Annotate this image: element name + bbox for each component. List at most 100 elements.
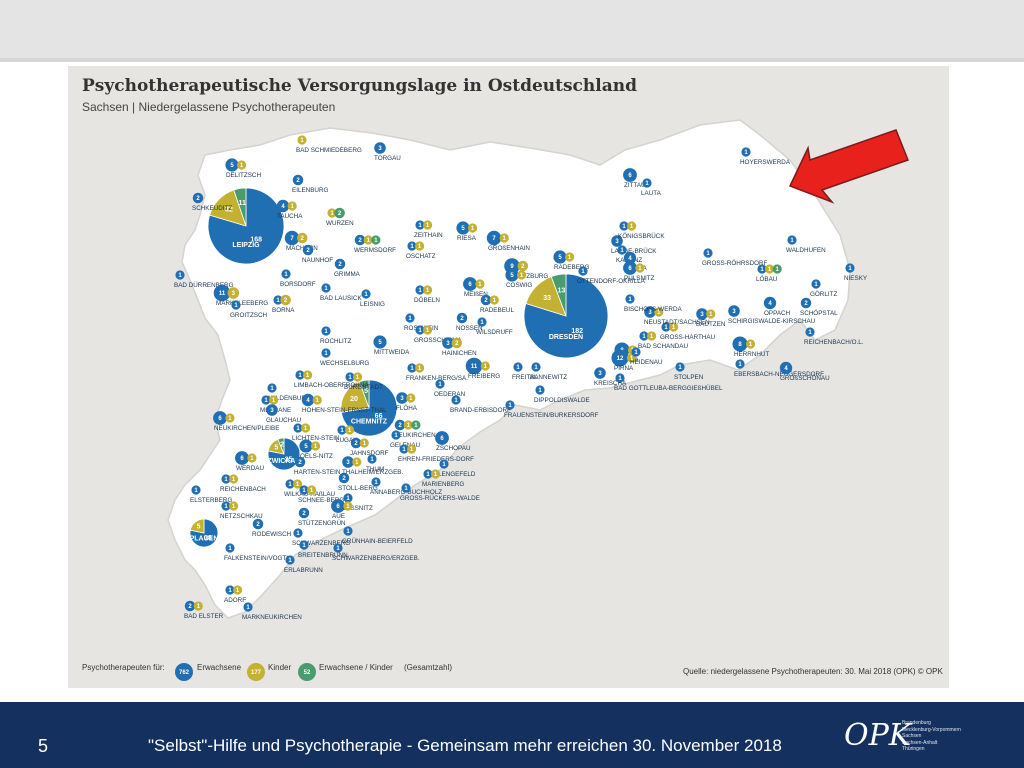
place-marker-value: 2 — [358, 238, 362, 244]
page-number: 5 — [38, 736, 49, 756]
place-marker-value: 1 — [355, 460, 359, 466]
place-marker-value: 5 — [510, 273, 514, 279]
place-marker-value: 1 — [314, 444, 318, 450]
place-marker — [465, 357, 483, 375]
slide-top-band — [0, 0, 1024, 58]
place-name-label: NEUKIRCHEN/PLEIBE — [214, 425, 279, 432]
place-marker-value: 1 — [622, 224, 626, 230]
place-marker — [213, 284, 231, 302]
place-marker-value: 1 — [272, 398, 276, 404]
place-marker-value: 2 — [296, 178, 300, 184]
place-name-label: DIPPOLDISWALDE — [534, 397, 590, 404]
place-marker — [411, 420, 421, 430]
legend-both-label: Erwachsene / Kinder — [319, 663, 393, 672]
place-marker-value: 1 — [484, 364, 488, 370]
place-name-label: BORSDORF — [280, 281, 316, 288]
place-marker — [229, 501, 239, 511]
place-marker-value: 11 — [219, 291, 226, 297]
place-name-label: LIMBACH-OBERFROHNA — [294, 382, 369, 389]
place-name-label: GROSS-RÜCKERS-WALDE — [400, 494, 480, 502]
city-name-label: PLAUEN — [190, 536, 219, 543]
place-marker — [243, 602, 253, 612]
place-marker-value: 3 — [400, 396, 404, 402]
place-marker — [535, 385, 545, 395]
place-marker-value: 1 — [520, 273, 524, 279]
place-name-label: GÖRLITZ — [810, 290, 837, 298]
city-pie-slice — [233, 187, 247, 227]
place-marker — [345, 425, 355, 435]
place-name-label: MARIENBERG — [422, 481, 464, 488]
place-name-label: WERMSDORF — [354, 247, 396, 254]
place-marker — [619, 221, 629, 231]
place-marker — [233, 585, 243, 595]
place-marker-value: 1 — [534, 365, 538, 371]
place-marker — [321, 283, 331, 293]
place-marker-value: 4 — [768, 301, 772, 307]
place-marker-value: 1 — [374, 238, 378, 244]
place-marker-value: 1 — [374, 480, 378, 486]
place-marker-value: 1 — [706, 251, 710, 257]
place-name-label: DELITZSCH — [226, 172, 261, 179]
place-name-label: GLAUCHAU — [266, 417, 301, 424]
place-name-label: ADORF — [224, 597, 246, 604]
place-marker — [451, 337, 463, 349]
place-marker — [225, 158, 239, 172]
place-marker — [359, 438, 369, 448]
place-marker-value: 5 — [230, 163, 234, 169]
place-marker — [564, 252, 575, 262]
place-marker — [631, 347, 641, 357]
place-marker — [327, 208, 337, 218]
place-name-label: NEUKIRCHEN — [394, 432, 436, 439]
place-marker-value: 5 — [304, 444, 308, 450]
city-pie-slice — [189, 518, 219, 548]
place-marker-value: 1 — [276, 298, 280, 304]
place-marker — [696, 308, 708, 320]
place-marker-value: 1 — [228, 588, 232, 594]
footer-text: "Selbst"-Hilfe und Psychotherapie - Geme… — [148, 736, 782, 755]
place-name-label: GROSS-RÖHRSDORF — [702, 259, 768, 267]
place-name-label: BAD DÜRRENBERG — [174, 281, 234, 289]
city-pie-value: 5 — [274, 445, 278, 452]
place-marker-value: 1 — [426, 288, 430, 294]
place-marker — [373, 335, 387, 349]
place-marker — [505, 400, 515, 410]
place-marker — [403, 420, 413, 430]
place-name-label: STOLL-BERG — [338, 485, 378, 492]
place-marker — [192, 192, 204, 204]
place-marker-value: 1 — [478, 282, 482, 288]
place-marker — [415, 241, 425, 251]
place-marker-value: 1 — [340, 428, 344, 434]
place-marker — [415, 363, 425, 373]
place-marker-value: 1 — [367, 238, 371, 244]
place-marker — [229, 474, 239, 484]
place-marker — [295, 370, 305, 380]
place-marker-value: 5 — [461, 226, 465, 232]
legend-children-dot — [247, 663, 265, 681]
place-marker-value: 9 — [510, 264, 514, 270]
place-name-label: GROßENHAIN — [488, 245, 530, 252]
place-marker — [611, 235, 623, 247]
place-name-label: BAUTZEN — [696, 321, 726, 328]
place-marker-value: 2 — [460, 316, 464, 322]
place-name-label: RADEBERG — [554, 264, 589, 271]
place-marker — [287, 201, 297, 211]
place-marker-value: 1 — [538, 388, 542, 394]
place-marker-value: 1 — [330, 211, 334, 217]
place-marker — [321, 326, 331, 336]
place-marker — [297, 135, 307, 145]
place-marker — [772, 264, 782, 274]
place-marker — [276, 199, 290, 213]
city-pie-value: 5 — [364, 388, 368, 395]
city-pie-value: 32 — [225, 207, 233, 214]
place-marker — [763, 296, 777, 310]
place-marker-value: 1 — [672, 325, 676, 331]
place-name-label: KÖNIGSBRÜCK — [618, 232, 665, 240]
place-marker — [374, 142, 386, 154]
place-marker-value: 3 — [346, 460, 350, 466]
place-marker-value: 1 — [288, 482, 292, 488]
place-marker — [423, 325, 433, 335]
place-marker — [321, 348, 331, 358]
place-marker — [647, 331, 657, 341]
place-marker — [343, 493, 353, 503]
place-marker — [333, 543, 343, 553]
